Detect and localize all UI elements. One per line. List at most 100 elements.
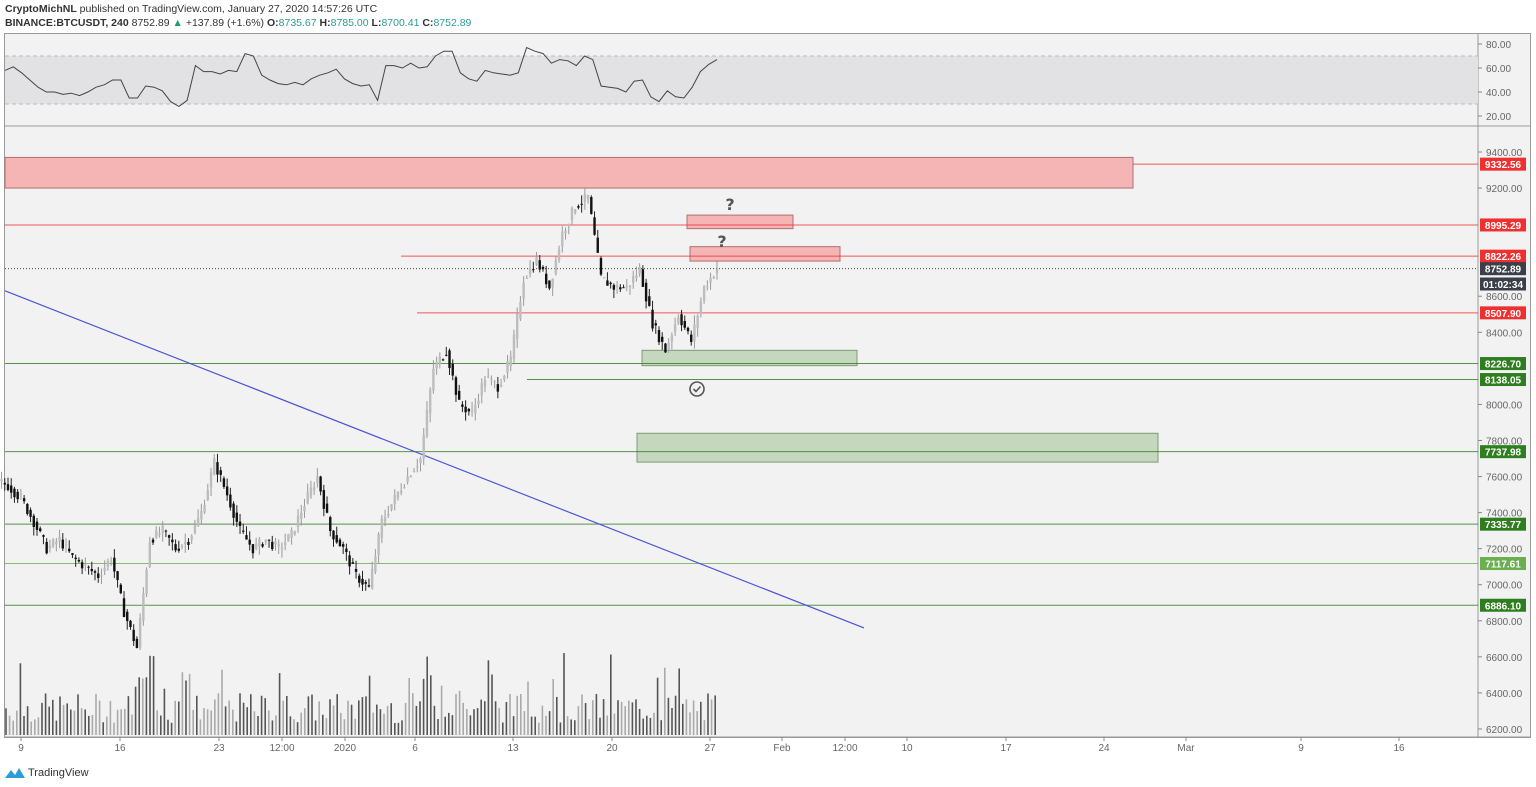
price-label-9332.56[interactable]: 9332.56 bbox=[1485, 160, 1522, 171]
candle-body bbox=[300, 512, 303, 519]
resistance-zone bbox=[4, 156, 1134, 189]
rsi-axis-label: 80.00 bbox=[1486, 40, 1511, 51]
price-label-box-8995.29[interactable] bbox=[1480, 218, 1526, 232]
price-label-6886.10[interactable]: 6886.10 bbox=[1485, 601, 1522, 612]
candle-body bbox=[341, 544, 345, 547]
candle-body bbox=[532, 269, 535, 271]
time-axis-label: 2020 bbox=[334, 743, 357, 754]
time-axis-label: 24 bbox=[1098, 743, 1110, 754]
candle-body bbox=[486, 376, 490, 378]
chart-frame[interactable] bbox=[4, 33, 1531, 738]
candle-body bbox=[657, 330, 661, 343]
author-name[interactable]: CryptoMichNL bbox=[5, 3, 77, 15]
candle-body bbox=[622, 287, 625, 289]
candle-body bbox=[574, 209, 577, 213]
price-label-01:02:34[interactable]: 01:02:34 bbox=[1483, 280, 1523, 291]
candle-body bbox=[203, 505, 206, 513]
candle-body bbox=[267, 539, 271, 541]
price-label-box-6886.10[interactable] bbox=[1480, 598, 1526, 612]
rsi-axis-label: 40.00 bbox=[1486, 88, 1511, 99]
candle-body bbox=[699, 300, 703, 315]
price-label-box-7737.98[interactable] bbox=[1480, 445, 1526, 459]
time-axis-label: 16 bbox=[114, 743, 126, 754]
price-label-box-8822.26[interactable] bbox=[1480, 249, 1526, 263]
candle-body bbox=[673, 324, 677, 333]
candle-body bbox=[522, 282, 525, 299]
price-label-box-9332.56[interactable] bbox=[1480, 157, 1526, 171]
close-value: 8752.89 bbox=[433, 17, 472, 29]
candle-body bbox=[206, 489, 210, 500]
checkmark-icon bbox=[692, 385, 702, 393]
candle-body bbox=[251, 544, 255, 554]
candle-body bbox=[48, 545, 52, 549]
candle-body bbox=[103, 567, 106, 572]
candle-body bbox=[248, 539, 251, 545]
candle-body bbox=[213, 458, 216, 475]
price-label-7737.98[interactable]: 7737.98 bbox=[1485, 448, 1522, 459]
candle-body bbox=[39, 528, 42, 532]
candle-body bbox=[677, 317, 680, 324]
candle-body bbox=[370, 568, 374, 589]
candle-body bbox=[64, 544, 68, 546]
candle-body bbox=[499, 384, 503, 387]
candle-body bbox=[129, 620, 132, 628]
up-arrow-icon: ▲ bbox=[172, 17, 183, 29]
candle-body bbox=[225, 486, 229, 496]
candle-body bbox=[145, 569, 148, 594]
candle-body bbox=[644, 282, 648, 302]
support-zone bbox=[641, 349, 858, 367]
candle-body bbox=[525, 277, 529, 279]
candle-body bbox=[603, 277, 606, 279]
candle-body bbox=[503, 375, 506, 380]
candle-body bbox=[235, 512, 239, 522]
price-axis-label: 6600.00 bbox=[1486, 653, 1523, 664]
candle-body bbox=[6, 484, 10, 490]
candle-body bbox=[161, 525, 164, 533]
candle-body bbox=[406, 476, 409, 482]
price-label-box-7335.77[interactable] bbox=[1480, 517, 1526, 531]
price-label-box-7117.61[interactable] bbox=[1480, 557, 1526, 571]
tradingview-footer[interactable]: TradingView bbox=[5, 767, 89, 779]
price-label-8995.29[interactable]: 8995.29 bbox=[1485, 221, 1522, 232]
rsi-band bbox=[5, 56, 1478, 104]
candle-body bbox=[187, 541, 190, 545]
candle-body bbox=[200, 511, 203, 520]
price-label-box-8507.90[interactable] bbox=[1480, 306, 1526, 320]
price-label-8822.26[interactable]: 8822.26 bbox=[1485, 252, 1522, 263]
price-axis-label: 9200.00 bbox=[1486, 184, 1523, 195]
time-axis-label: 17 bbox=[1000, 743, 1012, 754]
price-label-8138.05[interactable]: 8138.05 bbox=[1485, 376, 1522, 387]
publish-info: CryptoMichNL published on TradingView.co… bbox=[5, 3, 377, 15]
price-change: +137.89 (+1.6%) bbox=[185, 17, 265, 29]
candle-body bbox=[180, 545, 184, 547]
price-label-box-8138.05[interactable] bbox=[1480, 373, 1526, 387]
price-label-box-8752.89[interactable] bbox=[1480, 262, 1526, 276]
price-label-8507.90[interactable]: 8507.90 bbox=[1485, 309, 1522, 320]
low-value: 8700.41 bbox=[381, 17, 420, 29]
candle-body bbox=[615, 284, 619, 288]
candle-body bbox=[515, 314, 519, 340]
price-label-8226.70[interactable]: 8226.70 bbox=[1485, 360, 1522, 371]
candle-body bbox=[625, 285, 628, 288]
price-label-8752.89[interactable]: 8752.89 bbox=[1485, 265, 1522, 276]
candle-body bbox=[396, 491, 400, 499]
price-label-box-8226.70[interactable] bbox=[1480, 357, 1526, 371]
candle-body bbox=[538, 260, 541, 270]
price-label-7117.61[interactable]: 7117.61 bbox=[1485, 560, 1521, 571]
candle-body bbox=[290, 529, 293, 538]
candle-body bbox=[45, 541, 48, 554]
price-label-7335.77[interactable]: 7335.77 bbox=[1485, 520, 1522, 531]
candle-body bbox=[109, 561, 113, 563]
price-label-box-01:02:34[interactable] bbox=[1480, 277, 1526, 291]
price-axis-label: 8600.00 bbox=[1486, 292, 1523, 303]
candle-body bbox=[693, 324, 696, 342]
price-axis-label: 6400.00 bbox=[1486, 689, 1523, 700]
rsi-axis-label: 20.00 bbox=[1486, 112, 1511, 123]
candle-body bbox=[596, 237, 599, 253]
candle-body bbox=[106, 560, 110, 567]
time-axis-label: Mar bbox=[1177, 743, 1195, 754]
candle-body bbox=[345, 548, 348, 553]
candle-body bbox=[554, 259, 558, 274]
candle-body bbox=[683, 321, 686, 328]
